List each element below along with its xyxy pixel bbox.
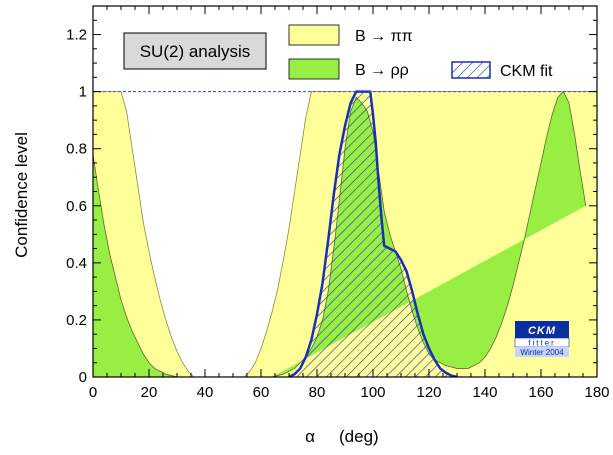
legend-label-rhorho: B → ρρ [355, 62, 409, 79]
x-axis-unit: (deg) [339, 427, 379, 446]
y-tick-label: 0 [79, 369, 87, 386]
x-axis-title: α (deg) [305, 427, 379, 446]
x-tick-label: 120 [416, 384, 441, 401]
x-tick-label: 60 [253, 384, 270, 401]
legend-swatch-pipi [288, 24, 340, 46]
y-tick-label: 0.6 [66, 198, 87, 215]
x-tick-label: 140 [472, 384, 497, 401]
legend-label-ckm: CKM fit [500, 63, 553, 80]
legend-swatch-rhorho [288, 58, 340, 80]
x-tick-label: 160 [528, 384, 553, 401]
annotation-box: SU(2) analysis [123, 32, 267, 70]
y-tick-label: 1.2 [66, 27, 87, 44]
logo-line1: CKM [528, 325, 556, 337]
x-tick-label: 80 [309, 384, 326, 401]
series-1-area-0 [93, 154, 178, 377]
legend-label-pipi: B → ππ [355, 28, 413, 45]
y-tick-label: 1 [79, 84, 87, 101]
series-areas [93, 90, 597, 377]
annotation-text: SU(2) analysis [140, 42, 251, 61]
ckm-fit-curve [288, 90, 458, 377]
logo-line3: Winter 2004 [520, 348, 564, 357]
y-tick-label: 0.4 [66, 255, 87, 272]
legend-swatch-ckm [451, 61, 491, 79]
axis-ticks: 0 20 40 60 80 100 120 140 160 180 0 0.2 0.4 0.6 0.8 1 1.… [66, 5, 610, 401]
y-tick-label: 0.8 [66, 141, 87, 158]
ckmfitter-logo: CKM fitter Winter 2004 [514, 321, 570, 357]
y-axis-title: Confidence level [12, 132, 31, 258]
x-tick-label: 20 [141, 384, 158, 401]
y-tick-label: 0.2 [66, 312, 87, 329]
x-tick-label: 0 [89, 384, 97, 401]
legend: B → ππ B → ρρ CKM fit [288, 24, 553, 80]
x-tick-label: 180 [584, 384, 609, 401]
x-tick-label: 100 [360, 384, 385, 401]
logo-line2: fitter [528, 339, 556, 348]
x-axis-symbol: α [305, 427, 315, 446]
x-tick-label: 40 [197, 384, 214, 401]
